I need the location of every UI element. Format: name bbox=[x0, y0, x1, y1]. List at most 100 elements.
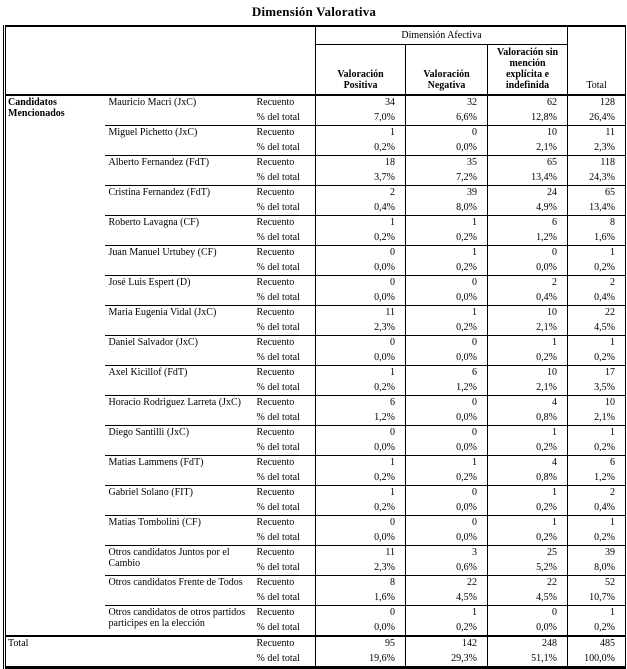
candidate-name-cell: Matias Lammens (FdT) bbox=[104, 455, 253, 486]
value-cell-recuento: 0 bbox=[315, 335, 406, 351]
metric-label-pct: % del total bbox=[256, 171, 300, 183]
candidate-name-cell: Daniel Salvador (JxC) bbox=[104, 335, 253, 366]
value-cell-pct: 0,0% bbox=[315, 440, 406, 456]
value-cell-recuento: 0 bbox=[405, 485, 488, 501]
value-cell-recuento: 0 bbox=[405, 275, 488, 291]
value-cell-pct: 2,1% bbox=[567, 410, 626, 426]
value-cell-pct: 0,8% bbox=[487, 470, 568, 486]
value-cell-recuento: 8 bbox=[567, 215, 626, 231]
value-cell-recuento: 1 bbox=[567, 425, 626, 441]
metric-label-recuento: Recuento bbox=[252, 365, 316, 381]
metric-label-pct: % del total bbox=[256, 621, 300, 633]
value-cell-recuento: 1 bbox=[405, 215, 488, 231]
value-cell-recuento: 0 bbox=[405, 125, 488, 141]
value-cell-recuento: 0 bbox=[405, 395, 488, 411]
value-cell-recuento: 22 bbox=[405, 575, 488, 591]
value-cell-recuento: 22 bbox=[567, 305, 626, 321]
crosstab-table: Dimensión Afectiva Total Valoración Posi… bbox=[3, 25, 627, 669]
col-header-valoracion-sin-mencion: Valoración sin mención explícita e indef… bbox=[487, 44, 568, 96]
metric-label-pct: % del total bbox=[256, 111, 300, 123]
value-cell-recuento: 1 bbox=[405, 605, 488, 621]
col-header-valoracion-positiva: Valoración Positiva bbox=[315, 44, 406, 96]
value-cell-pct: 0,0% bbox=[487, 620, 568, 636]
row-header-candidatos-mencionados: Candidatos Mencionados bbox=[8, 97, 65, 119]
value-cell-pct: 1,2% bbox=[487, 230, 568, 246]
value-cell-pct: 0,0% bbox=[315, 290, 406, 306]
value-cell-pct: 0,0% bbox=[315, 530, 406, 546]
value-cell-recuento: 18 bbox=[315, 155, 406, 171]
candidate-name-cell: Axel Kicillof (FdT) bbox=[104, 365, 253, 396]
value-cell-pct: 0,6% bbox=[405, 560, 488, 576]
metric-label-pct: % del total bbox=[256, 591, 300, 603]
metric-label-pct: % del total bbox=[256, 141, 300, 153]
value-cell-recuento: 2 bbox=[567, 485, 626, 501]
value-cell-pct: 24,3% bbox=[567, 170, 626, 186]
value-cell-pct: 0,0% bbox=[405, 410, 488, 426]
value-cell-recuento: 6 bbox=[405, 365, 488, 381]
metric-label-pct: % del total bbox=[256, 531, 300, 543]
metric-label-recuento: Recuento bbox=[252, 485, 316, 501]
metric-label-pct: % del total bbox=[256, 501, 300, 513]
metric-label-recuento: Recuento bbox=[252, 185, 316, 201]
value-cell-pct: 3,7% bbox=[315, 170, 406, 186]
value-cell-pct: 0,0% bbox=[405, 350, 488, 366]
value-cell-pct: 0,0% bbox=[315, 620, 406, 636]
metric-label-recuento: Recuento bbox=[252, 155, 316, 171]
value-cell-recuento: 32 bbox=[405, 95, 488, 111]
candidate-name-cell: Matias Tombolini (CF) bbox=[104, 515, 253, 546]
value-cell-pct: 2,1% bbox=[487, 380, 568, 396]
value-cell-recuento: 1 bbox=[315, 485, 406, 501]
table-body: Candidatos Mencionados Mauricio Macri (Jx… bbox=[4, 95, 626, 668]
value-cell-pct: 0,8% bbox=[487, 410, 568, 426]
col-header-valoracion-negativa: Valoración Negativa bbox=[405, 44, 488, 96]
value-cell-pct: 0,2% bbox=[315, 500, 406, 516]
value-cell-pct: 5,2% bbox=[487, 560, 568, 576]
value-cell-pct: 7,0% bbox=[315, 110, 406, 126]
value-cell-recuento: 2 bbox=[567, 275, 626, 291]
value-cell-pct: 4,5% bbox=[567, 320, 626, 336]
metric-label-recuento: Recuento bbox=[252, 575, 316, 591]
value-cell-pct: 2,3% bbox=[315, 320, 406, 336]
value-cell-pct: 0,2% bbox=[567, 260, 626, 276]
metric-label-pct: % del total bbox=[256, 652, 300, 664]
candidate-name-cell: Roberto Lavagna (CF) bbox=[104, 215, 253, 246]
metric-label-recuento: Recuento bbox=[252, 245, 316, 261]
value-cell-recuento: 11 bbox=[315, 305, 406, 321]
value-cell-recuento: 95 bbox=[315, 635, 406, 652]
table-title: Dimensión Valorativa bbox=[251, 4, 377, 19]
metric-label-pct: % del total bbox=[256, 471, 300, 483]
candidate-name-cell: Otros candidatos Frente de Todos bbox=[104, 575, 253, 606]
value-cell-recuento: 2 bbox=[487, 275, 568, 291]
corner-cell bbox=[4, 26, 316, 96]
value-cell-pct: 0,0% bbox=[405, 140, 488, 156]
value-cell-recuento: 10 bbox=[567, 395, 626, 411]
value-cell-pct: 0,4% bbox=[315, 200, 406, 216]
value-cell-pct: 0,2% bbox=[405, 620, 488, 636]
value-cell-pct: 0,2% bbox=[487, 350, 568, 366]
metric-label-recuento: Recuento bbox=[252, 305, 316, 321]
value-cell-pct: 0,0% bbox=[405, 440, 488, 456]
value-cell-pct: 100,0% bbox=[567, 651, 626, 668]
value-cell-pct: 0,2% bbox=[487, 530, 568, 546]
value-cell-recuento: 6 bbox=[315, 395, 406, 411]
value-cell-recuento: 0 bbox=[405, 515, 488, 531]
value-cell-recuento: 1 bbox=[405, 305, 488, 321]
value-cell-recuento: 0 bbox=[315, 515, 406, 531]
value-cell-recuento: 62 bbox=[487, 95, 568, 111]
value-cell-pct: 0,2% bbox=[315, 470, 406, 486]
metric-label-recuento: Recuento bbox=[252, 635, 316, 652]
value-cell-recuento: 24 bbox=[487, 185, 568, 201]
value-cell-pct: 0,0% bbox=[405, 530, 488, 546]
value-cell-pct: 1,6% bbox=[567, 230, 626, 246]
candidate-name-cell: Horacio Rodriguez Larreta (JxC) bbox=[104, 395, 253, 426]
value-cell-recuento: 65 bbox=[567, 185, 626, 201]
value-cell-recuento: 1 bbox=[315, 365, 406, 381]
metric-label-recuento: Recuento bbox=[252, 335, 316, 351]
metric-label-recuento: Recuento bbox=[252, 275, 316, 291]
value-cell-pct: 8,0% bbox=[567, 560, 626, 576]
value-cell-recuento: 6 bbox=[567, 455, 626, 471]
value-cell-recuento: 248 bbox=[487, 635, 568, 652]
value-cell-recuento: 39 bbox=[567, 545, 626, 561]
value-cell-pct: 0,2% bbox=[487, 500, 568, 516]
